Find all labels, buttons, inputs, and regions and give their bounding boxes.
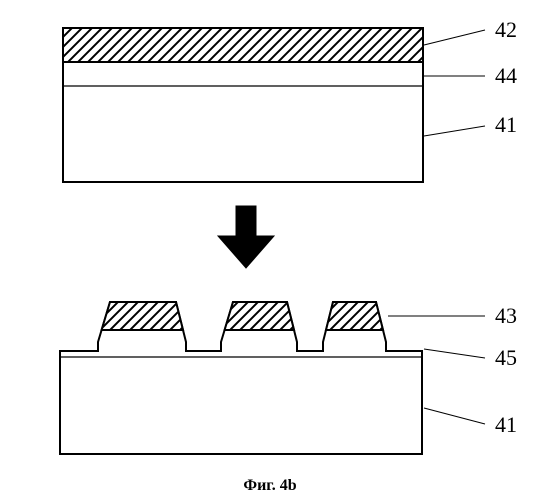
- top-layer-42: [63, 28, 423, 62]
- figure-caption: Фиг. 4b: [243, 477, 296, 494]
- process-arrow-icon: [218, 206, 274, 268]
- label-43: 43: [495, 303, 517, 328]
- label-45: 45: [495, 345, 517, 370]
- label-41-bottom: 41: [495, 412, 517, 437]
- leader-line-42: [424, 30, 485, 45]
- mesa-cap-43: [326, 302, 383, 330]
- mesa-cap-43: [225, 302, 294, 330]
- mesa-cap-43: [102, 302, 183, 330]
- label-44: 44: [495, 63, 517, 88]
- label-42: 42: [495, 17, 517, 42]
- leader-line-41-top: [424, 126, 485, 136]
- leader-line-41-bottom: [424, 408, 485, 424]
- label-41-top: 41: [495, 112, 517, 137]
- leader-line-45: [424, 349, 485, 358]
